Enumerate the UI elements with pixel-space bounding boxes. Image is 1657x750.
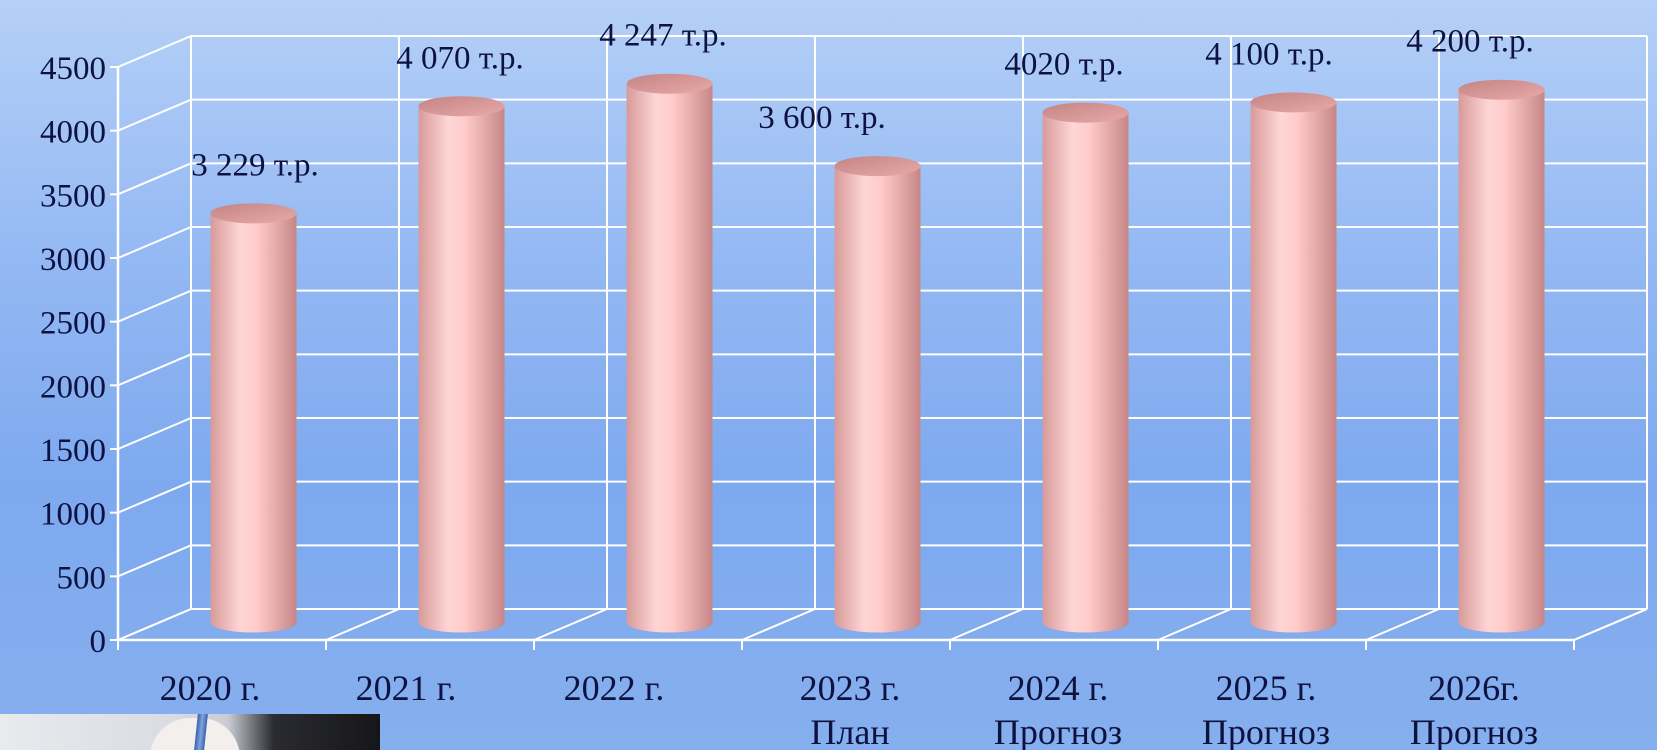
bar-body: [210, 213, 297, 633]
bar-cap: [418, 96, 505, 117]
bar-body: [626, 83, 713, 633]
gridline-floor: [325, 608, 400, 641]
gridline-side: [117, 162, 192, 196]
y-tick-label: 2500: [40, 306, 106, 342]
data-label: 4 247 т.р.: [599, 18, 726, 54]
bar-cap: [1458, 79, 1545, 100]
data-label: 4 200 т.р.: [1406, 24, 1533, 60]
data-label: 4 070 т.р.: [396, 40, 523, 76]
bar: [210, 203, 297, 633]
y-tick-label: 2000: [40, 369, 106, 405]
y-tick-label: 3500: [40, 178, 106, 214]
bar-body: [1250, 102, 1337, 633]
bar-cap: [1250, 92, 1337, 113]
x-tick-label: 2022 г.: [564, 668, 665, 708]
gridline-side: [117, 98, 192, 132]
gridline-floor: [533, 608, 608, 641]
floor-edge: [1573, 608, 1648, 641]
bar: [1458, 79, 1545, 633]
labels: 0 500 1000 1500 2000 2500 3000 3500 4000 4500 3 22…: [40, 18, 1538, 750]
data-label: 4 100 т.р.: [1205, 36, 1332, 72]
y-tick-label: 0: [90, 624, 107, 660]
x-tick-label: 2024 г.: [1008, 668, 1109, 708]
data-label: 3 600 т.р.: [758, 100, 885, 136]
gridline-side: [117, 35, 192, 68]
y-tick-label: 3000: [40, 242, 106, 278]
data-label: 4020 т.р.: [1004, 47, 1123, 83]
bar: [1042, 102, 1129, 633]
bar: [418, 96, 505, 633]
x-tick-label: 2021 г.: [356, 668, 457, 708]
axes: [110, 66, 1648, 650]
gridline-side: [117, 417, 192, 450]
gridline-side: [117, 480, 192, 514]
y-tick-label: 1500: [40, 433, 106, 469]
data-label: 3 229 т.р.: [191, 147, 318, 183]
x-tick-label: 2026г.: [1428, 668, 1520, 708]
bar-body: [834, 166, 921, 633]
y-tick-label: 500: [57, 560, 107, 596]
gridline-floor: [949, 608, 1024, 641]
bar: [1250, 92, 1337, 633]
x-tick-label: Прогноз: [1410, 712, 1538, 750]
gridline-floor: [117, 608, 192, 641]
gridline-side: [117, 226, 192, 259]
x-tick-label: Прогноз: [1202, 712, 1330, 750]
bar: [626, 73, 713, 633]
x-tick-label: 2025 г.: [1216, 668, 1317, 708]
bar-cap: [210, 203, 297, 224]
gridline-floor: [1365, 608, 1440, 641]
bar-body: [1458, 89, 1545, 633]
bar: [834, 156, 921, 633]
hand-with-pen-photo: [0, 714, 380, 750]
bar-body: [1042, 112, 1129, 633]
bar-body: [418, 106, 505, 633]
gridline-side: [117, 289, 192, 323]
y-tick-label: 4500: [40, 51, 106, 87]
bar-cap: [834, 156, 921, 177]
gridline-floor: [1157, 608, 1232, 641]
bar-cap: [626, 73, 713, 94]
gridline-side: [117, 353, 192, 387]
bars: [210, 73, 1545, 633]
x-tick-label: План: [810, 712, 889, 750]
gridline-floor: [741, 608, 816, 641]
y-tick-label: 4000: [40, 115, 106, 151]
x-tick-label: 2020 г.: [160, 668, 261, 708]
gridline-side: [117, 544, 192, 578]
x-tick-label: Прогноз: [994, 712, 1122, 750]
bar-cap: [1042, 102, 1129, 123]
x-tick-label: 2023 г.: [800, 668, 901, 708]
y-tick-label: 1000: [40, 497, 106, 533]
